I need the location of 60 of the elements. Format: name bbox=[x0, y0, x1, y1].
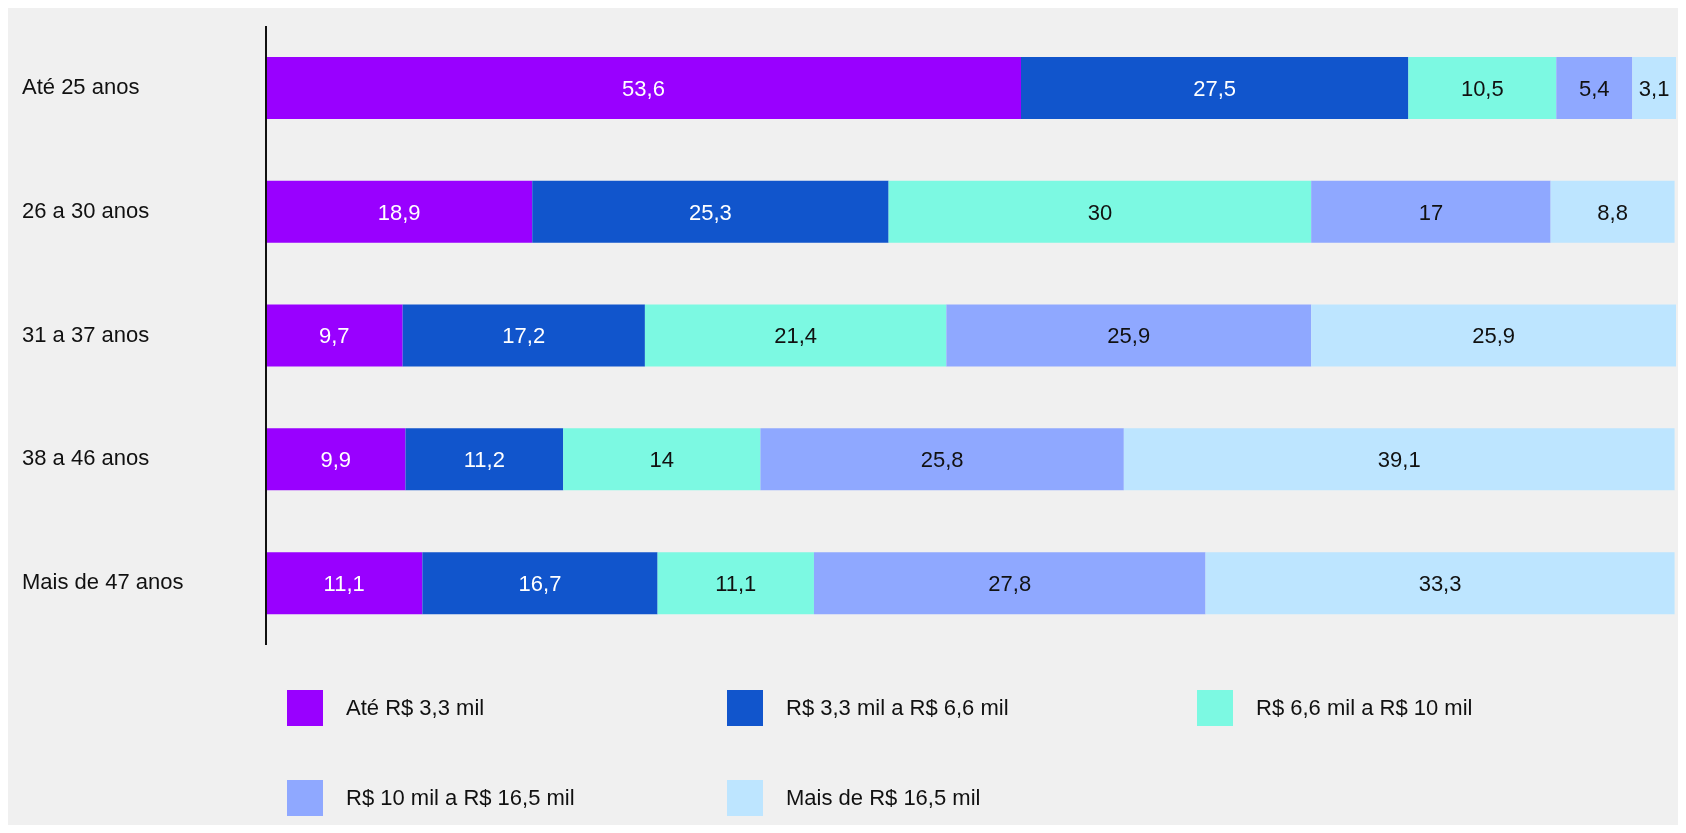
bar bbox=[266, 180, 533, 243]
bar bbox=[532, 180, 889, 243]
bar bbox=[760, 428, 1124, 491]
bar bbox=[657, 552, 814, 615]
bar bbox=[1021, 56, 1409, 119]
bar bbox=[644, 304, 947, 367]
bar bbox=[1632, 56, 1676, 119]
y-tick-label: 26 a 30 anos bbox=[22, 197, 150, 223]
bar bbox=[1556, 56, 1633, 119]
y-tick-label: Até 25 anos bbox=[22, 73, 140, 99]
bar bbox=[405, 428, 564, 491]
bar bbox=[1123, 428, 1675, 491]
data-label: 25,3 bbox=[689, 199, 732, 225]
bar bbox=[1311, 180, 1551, 243]
legend-label: R$ 10 mil a R$ 16,5 mil bbox=[346, 785, 575, 811]
data-label: 39,1 bbox=[1377, 447, 1421, 473]
data-label: 33,3 bbox=[1418, 570, 1462, 596]
data-label: 9,9 bbox=[320, 447, 352, 473]
y-tick-label: 31 a 37 anos bbox=[22, 321, 150, 347]
bar bbox=[813, 552, 1206, 615]
data-label: 3,1 bbox=[1638, 75, 1670, 101]
legend-label: R$ 6,6 mil a R$ 10 mil bbox=[1256, 695, 1473, 721]
bar bbox=[563, 428, 761, 491]
data-label: 8,8 bbox=[1597, 199, 1628, 225]
y-tick-label: 38 a 46 anos bbox=[22, 445, 150, 471]
bar bbox=[266, 304, 403, 367]
data-label: 11,1 bbox=[323, 570, 365, 596]
bar bbox=[1408, 56, 1557, 119]
data-label: 25,9 bbox=[1107, 323, 1151, 349]
bar bbox=[1311, 304, 1676, 367]
data-label: 30 bbox=[1087, 199, 1113, 225]
y-tick-label: Mais de 47 anos bbox=[22, 569, 184, 595]
data-label: 9,7 bbox=[319, 323, 350, 349]
bar bbox=[888, 180, 1312, 243]
legend-label: Até R$ 3,3 mil bbox=[346, 695, 485, 721]
data-label: 25,8 bbox=[920, 447, 964, 473]
legend-label: Mais de R$ 16,5 mil bbox=[786, 785, 981, 811]
data-label: 21,4 bbox=[774, 323, 818, 349]
data-label: 25,9 bbox=[1472, 323, 1515, 349]
data-label: 17 bbox=[1418, 199, 1444, 225]
data-label: 11,2 bbox=[463, 447, 505, 473]
bar bbox=[1550, 180, 1675, 243]
data-label: 14 bbox=[649, 447, 675, 473]
bar bbox=[266, 56, 1022, 119]
data-label: 16,7 bbox=[518, 570, 562, 596]
bar bbox=[946, 304, 1312, 367]
data-label: 18,9 bbox=[377, 199, 421, 225]
data-label: 11,1 bbox=[715, 570, 757, 596]
legend-label: R$ 3,3 mil a R$ 6,6 mil bbox=[786, 695, 1009, 721]
bar bbox=[266, 552, 423, 615]
bar bbox=[402, 304, 645, 367]
data-label: 27,8 bbox=[988, 570, 1032, 596]
data-label: 5,4 bbox=[1579, 75, 1610, 101]
bar bbox=[266, 428, 406, 491]
data-label: 53,6 bbox=[622, 75, 665, 101]
data-label: 17,2 bbox=[502, 323, 546, 349]
data-label: 27,5 bbox=[1193, 75, 1237, 101]
bar bbox=[1205, 552, 1675, 615]
data-label: 10,5 bbox=[1460, 75, 1504, 101]
bar bbox=[422, 552, 658, 615]
